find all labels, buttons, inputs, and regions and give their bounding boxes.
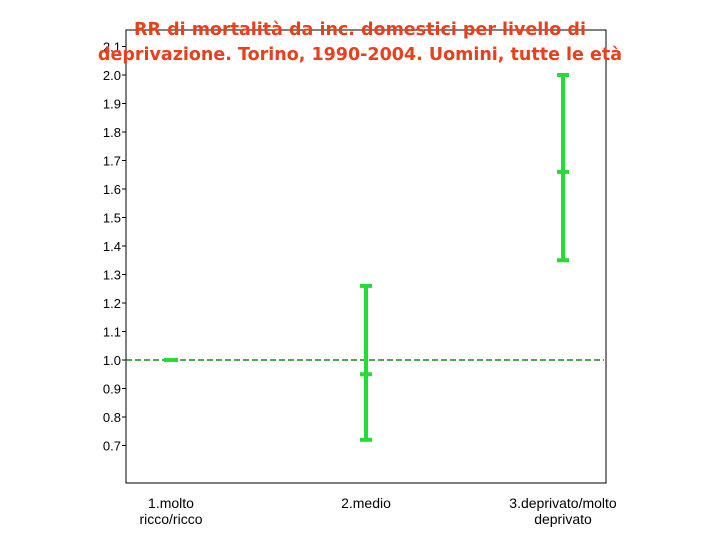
- y-tick-label: 0.7: [103, 439, 121, 454]
- y-tick-label: 1.4: [103, 239, 121, 254]
- y-tick-label: 1.7: [103, 154, 121, 169]
- y-tick-label: 0.8: [103, 410, 121, 425]
- y-tick-label: 1.8: [103, 125, 121, 140]
- y-tick-label: 1.6: [103, 182, 121, 197]
- x-category-label: 1.molto: [148, 495, 194, 511]
- x-category-label: 3.deprivato/molto: [509, 495, 617, 511]
- y-tick-label: 1.3: [103, 268, 121, 283]
- y-tick-label: 1.0: [103, 353, 121, 368]
- y-tick-label: 2.0: [103, 68, 121, 83]
- x-category-label: ricco/ricco: [139, 511, 202, 527]
- x-category-label: deprivato: [534, 511, 592, 527]
- x-category-label: 2.medio: [341, 495, 391, 511]
- y-tick-label: 1.1: [103, 325, 121, 340]
- y-tick-label: 0.9: [103, 382, 121, 397]
- chart-title: RR di mortalità da inc. domestici per li…: [97, 20, 623, 65]
- y-tick-label: 1.2: [103, 296, 121, 311]
- y-tick-label: 1.5: [103, 211, 121, 226]
- y-tick-label: 1.9: [103, 97, 121, 112]
- y-tick-label: 2.1: [103, 40, 121, 55]
